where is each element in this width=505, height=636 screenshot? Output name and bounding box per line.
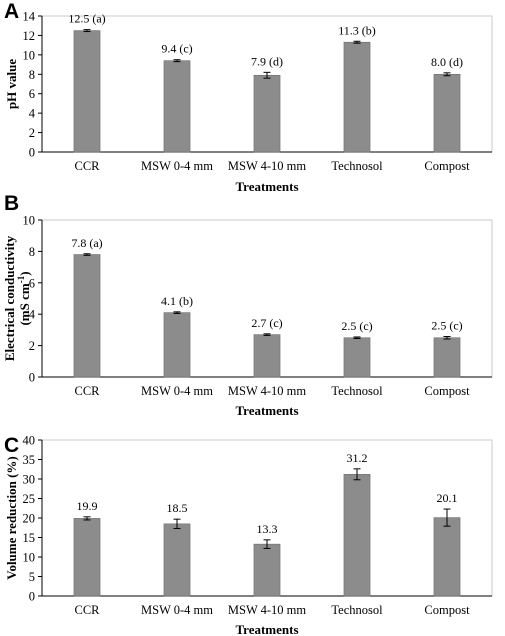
- panel-b-y-tick-label: 2: [29, 339, 35, 353]
- panel-b-bar: [253, 334, 281, 378]
- panel-c-letter: C: [4, 434, 19, 457]
- y-units-close: ): [17, 271, 32, 275]
- panel-a-y-tick-label: 8: [29, 68, 35, 82]
- panel-a-y-tick-label: 6: [29, 87, 35, 101]
- panel-c-x-title: Treatments: [235, 622, 298, 636]
- panel-c-y-tick-label: 5: [29, 570, 35, 584]
- panel-c-bar: [253, 543, 281, 597]
- panel-c-category-label: Technosol: [331, 603, 383, 617]
- panel-b-category-label: CCR: [74, 384, 100, 398]
- panel-a-bar: [163, 60, 191, 153]
- panel-b-y-tick-label: 0: [29, 371, 35, 385]
- panel-a-data-label: 12.5 (a): [68, 12, 105, 26]
- panel-a-letter: A: [4, 0, 19, 23]
- panel-c-data-label: 19.9: [77, 499, 98, 513]
- panel-a-y-title: pH value: [4, 59, 19, 109]
- panel-c-y-tick-label: 10: [23, 551, 36, 565]
- panel-b-bar: [163, 312, 191, 378]
- panel-a-category-label: MSW 0-4 mm: [141, 159, 213, 173]
- panel-c-y-tick-label: 15: [23, 531, 36, 545]
- panel-c-category-label: MSW 4-10 mm: [228, 603, 307, 617]
- panel-c-data-label: 20.1: [437, 491, 458, 505]
- panel-b-bar: [343, 337, 371, 378]
- panel-a-x-title: Treatments: [235, 179, 298, 194]
- panel-c-y-tick-label: 25: [23, 492, 36, 506]
- panel-a-category-label: CCR: [74, 159, 100, 173]
- panel-b-data-label: 2.7 (c): [251, 316, 282, 330]
- panel-a-bar: [433, 73, 461, 153]
- panel-b-letter: B: [4, 192, 19, 215]
- panel-c-data-label: 13.3: [257, 522, 278, 536]
- panel-a-y-tick-label: 2: [29, 126, 35, 140]
- panel-c-y-tick-label: 0: [29, 590, 35, 604]
- panel-b-y-tick-label: 10: [23, 214, 36, 228]
- panel-a-y-tick-label: 14: [23, 10, 36, 24]
- panel-b-y-tick-label: 8: [29, 245, 35, 259]
- panel-b-category-label: Technosol: [331, 384, 383, 398]
- panel-c-category-label: CCR: [74, 603, 100, 617]
- panel-b-data-label: 2.5 (c): [431, 318, 462, 332]
- panel-c-bar: [73, 518, 101, 597]
- panel-b-data-label: 2.5 (c): [341, 319, 372, 333]
- panel-a-y-tick-label: 4: [29, 107, 36, 121]
- panel-a-category-label: Technosol: [331, 159, 383, 173]
- panel-c-y-tick-label: 20: [23, 512, 36, 526]
- panel-c-bar: [343, 474, 371, 597]
- panel-b-y-tick-label: 4: [29, 308, 36, 322]
- panel-a-data-label: 9.4 (c): [161, 42, 192, 56]
- panel-b-data-label: 4.1 (b): [161, 294, 193, 308]
- panel-c-category-label: Compost: [424, 603, 470, 617]
- panel-c-y-title: Volume reduction (%): [4, 456, 19, 580]
- panel-a-y-tick-label: 0: [29, 146, 35, 160]
- panel-c-bar: [163, 523, 191, 597]
- panel-b-bar: [433, 337, 461, 378]
- panel-b-category-label: MSW 0-4 mm: [141, 384, 213, 398]
- panel-b-y-title: Electrical conductivity: [2, 235, 17, 361]
- panel-a-bar: [253, 74, 281, 153]
- panel-b-category-label: MSW 4-10 mm: [228, 384, 307, 398]
- panel-a-category-label: Compost: [424, 159, 470, 173]
- y-units-superscript: -1: [16, 275, 26, 283]
- panel-a-bar: [343, 41, 371, 153]
- panel-a-bar: [73, 30, 101, 153]
- panel-a-category-label: MSW 4-10 mm: [228, 159, 307, 173]
- panel-b-bar: [73, 254, 101, 378]
- panel-a-y-tick-label: 10: [23, 48, 36, 62]
- panel-a-data-label: 8.0 (d): [431, 55, 463, 69]
- panel-c-category-label: MSW 0-4 mm: [141, 603, 213, 617]
- panel-b-y-tick-label: 6: [29, 276, 35, 290]
- panel-a-y-tick-label: 12: [23, 29, 36, 43]
- panel-a-data-label: 11.3 (b): [338, 23, 376, 37]
- y-units-text: (mS cm: [17, 283, 32, 325]
- panel-c-y-tick-label: 35: [23, 453, 36, 467]
- panel-c-y-tick-label: 30: [23, 473, 36, 487]
- panel-c-data-label: 18.5: [167, 501, 188, 515]
- panel-b-x-title: Treatments: [235, 403, 298, 418]
- panel-b-data-label: 7.8 (a): [71, 236, 102, 250]
- panel-b-y-title-units: (mS cm-1): [16, 271, 32, 325]
- panel-a-data-label: 7.9 (d): [251, 54, 283, 68]
- panel-c-y-tick-label: 40: [23, 434, 36, 448]
- panel-c-bar: [433, 517, 461, 597]
- panel-b-category-label: Compost: [424, 384, 470, 398]
- panel-c-data-label: 31.2: [347, 451, 368, 465]
